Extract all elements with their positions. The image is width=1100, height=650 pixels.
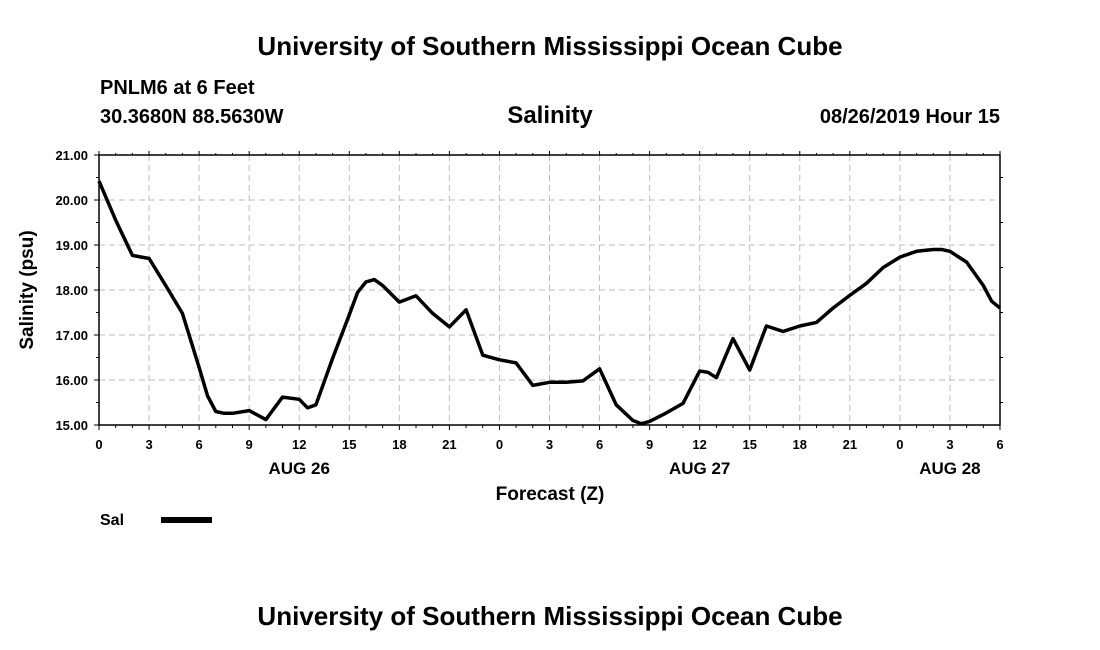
legend-label-sal: Sal bbox=[100, 512, 124, 529]
y-tick-label: 18.00 bbox=[55, 283, 88, 298]
x-tick-label: 0 bbox=[95, 437, 102, 452]
y-axis-label: Salinity (psu) bbox=[17, 230, 38, 349]
y-tick-label: 21.00 bbox=[55, 148, 88, 163]
date-label: AUG 27 bbox=[669, 459, 730, 478]
x-tick-label: 0 bbox=[496, 437, 503, 452]
series-line-sal bbox=[97, 180, 1002, 426]
y-tick-label: 20.00 bbox=[55, 193, 88, 208]
x-tick-label: 15 bbox=[342, 437, 356, 452]
x-tick-label: 21 bbox=[442, 437, 456, 452]
variable-title: Salinity bbox=[507, 102, 593, 129]
station-label: PNLM6 at 6 Feet bbox=[100, 77, 255, 99]
date-labels: AUG 26 AUG 27 AUG 28 bbox=[269, 459, 981, 478]
bottom-title: University of Southern Mississippi Ocean… bbox=[257, 601, 843, 631]
x-tick-label: 15 bbox=[742, 437, 756, 452]
x-tick-label: 9 bbox=[646, 437, 653, 452]
y-tick-labels: 15.00 16.00 17.00 18.00 19.00 20.00 21.00 bbox=[55, 148, 88, 433]
x-tick-label: 21 bbox=[843, 437, 857, 452]
x-tick-label: 3 bbox=[145, 437, 152, 452]
grid-lines bbox=[99, 155, 1000, 425]
x-tick-label: 3 bbox=[546, 437, 553, 452]
legend-swatch-sal bbox=[161, 517, 212, 523]
date-label: AUG 28 bbox=[919, 459, 980, 478]
x-axis-label: Forecast (Z) bbox=[496, 484, 605, 505]
x-tick-label: 18 bbox=[392, 437, 406, 452]
datetime-label: 08/26/2019 Hour 15 bbox=[819, 106, 1000, 128]
x-tick-label: 12 bbox=[292, 437, 306, 452]
axis-ticks bbox=[94, 151, 1003, 430]
x-tick-label: 6 bbox=[195, 437, 202, 452]
x-tick-label: 6 bbox=[596, 437, 603, 452]
x-tick-label: 6 bbox=[996, 437, 1003, 452]
y-tick-label: 17.00 bbox=[55, 328, 88, 343]
x-tick-label: 3 bbox=[946, 437, 953, 452]
y-tick-label: 19.00 bbox=[55, 238, 88, 253]
x-tick-label: 0 bbox=[896, 437, 903, 452]
y-tick-label: 16.00 bbox=[55, 373, 88, 388]
x-tick-label: 12 bbox=[692, 437, 706, 452]
x-tick-labels: 0 3 6 9 12 15 18 21 0 3 6 9 12 15 18 21 0 3 6 bbox=[95, 437, 1003, 452]
x-tick-label: 9 bbox=[246, 437, 253, 452]
coordinates-label: 30.3680N 88.5630W bbox=[100, 106, 284, 128]
x-tick-label: 18 bbox=[793, 437, 807, 452]
y-tick-label: 15.00 bbox=[55, 418, 88, 433]
date-label: AUG 26 bbox=[269, 459, 330, 478]
top-title: University of Southern Mississippi Ocean… bbox=[257, 31, 843, 61]
